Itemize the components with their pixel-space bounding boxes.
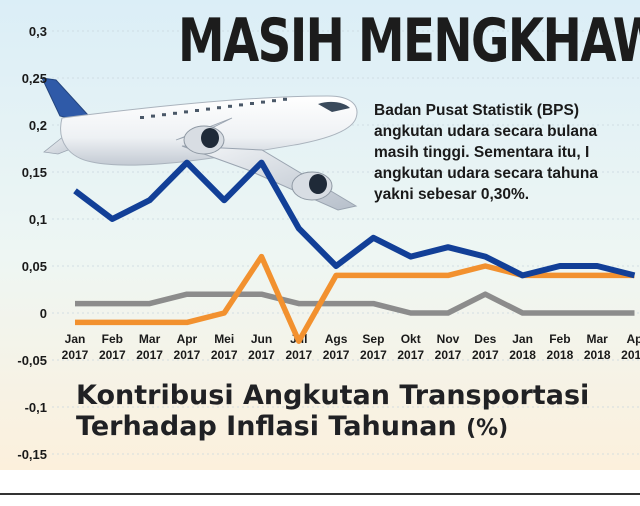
x-tick-label-month: Nov xyxy=(437,332,460,346)
headline: MASIH MENGKHAW xyxy=(178,6,640,76)
article-text: Badan Pusat Statistik (BPS) angkutan uda… xyxy=(374,100,640,205)
x-tick-label-year: 2017 xyxy=(136,348,163,362)
airplane-window xyxy=(195,109,199,112)
airplane-window xyxy=(140,116,144,119)
x-tick-label-year: 2017 xyxy=(397,348,424,362)
airplane-cockpit-window xyxy=(318,101,350,112)
airplane-window xyxy=(173,111,177,115)
y-tick-label: 0,3 xyxy=(29,24,47,39)
series-line-gray xyxy=(75,291,635,316)
y-tick-label: 0,1 xyxy=(29,212,47,227)
article-line: Badan Pusat Statistik (BPS) xyxy=(374,102,579,119)
airplane-window xyxy=(151,114,155,118)
y-tick-label: -0,05 xyxy=(17,353,47,368)
x-tick-label-month: Feb xyxy=(549,332,570,346)
airplane-window xyxy=(250,102,254,105)
airplane-window xyxy=(184,110,188,114)
x-tick-label-year: 2017 xyxy=(285,348,312,362)
x-axis: Jan 2017 Feb 2017 Mar 2017 Apr 2017 Mei 2017 Jun 20… xyxy=(62,332,640,362)
x-tick-label-month: Feb xyxy=(102,332,123,346)
x-tick-label-year: 2017 xyxy=(360,348,387,362)
x-tick-label-year: 2018 xyxy=(621,348,640,362)
airplane-window xyxy=(283,97,287,101)
series-lines xyxy=(73,159,636,344)
airplane-illustration xyxy=(41,77,358,211)
x-tick-label-month: Sep xyxy=(362,332,384,346)
y-tick-label: 0,25 xyxy=(22,71,47,86)
y-tick-label: 0 xyxy=(40,306,47,321)
series-line-navy xyxy=(73,159,636,279)
x-tick-label-year: 2017 xyxy=(174,348,201,362)
y-tick-label: -0,15 xyxy=(17,447,47,462)
airplane-windows xyxy=(140,97,287,119)
x-tick-label-month: Ap xyxy=(627,332,640,346)
airplane-window xyxy=(217,106,221,110)
x-tick-label-month: Des xyxy=(474,332,496,346)
article-line: angkutan udara secara tahuna xyxy=(374,165,598,182)
x-tick-label-year: 2017 xyxy=(99,348,126,362)
airplane-window xyxy=(239,103,243,107)
x-tick-label-year: 2017 xyxy=(62,348,89,362)
x-tick-label-month: Mar xyxy=(587,332,609,346)
x-tick-label-year: 2017 xyxy=(435,348,462,362)
chart-title: Kontribusi Angkutan Transportasi Terhada… xyxy=(76,380,589,444)
x-tick-label-month: Mei xyxy=(214,332,234,346)
airplane-window xyxy=(162,113,166,117)
article-line: masih tinggi. Sementara itu, I xyxy=(374,144,590,161)
x-tick-label-year: 2018 xyxy=(547,348,574,362)
chart-title-unit: (%) xyxy=(466,416,509,441)
x-tick-label-year: 2017 xyxy=(472,348,499,362)
series-line-orange xyxy=(75,253,635,344)
x-tick-label-year: 2017 xyxy=(323,348,350,362)
x-tick-label-year: 2018 xyxy=(509,348,536,362)
y-axis: -0,15 -0,1 -0,05 0 0,05 0,1 0,15 0,2 0,25 0,3 xyxy=(17,24,47,462)
airplane-window xyxy=(228,104,232,108)
y-tick-label: 0,15 xyxy=(22,165,47,180)
x-tick-label-month: Jun xyxy=(251,332,272,346)
airplane-window xyxy=(272,99,276,103)
airplane-engine-right xyxy=(291,171,333,201)
chart-title-line-1: Kontribusi Angkutan Transportasi xyxy=(76,380,590,411)
x-tick-label-month: Apr xyxy=(177,332,198,346)
airplane-window xyxy=(206,107,210,111)
x-tick-label-month: Okt xyxy=(401,332,421,346)
article-line: yakni sebesar 0,30%. xyxy=(374,186,530,203)
x-tick-label-year: 2017 xyxy=(248,348,275,362)
y-tick-label: 0,05 xyxy=(22,259,47,274)
x-tick-label-month: Ags xyxy=(325,332,348,346)
article-line: angkutan udara secara bulana xyxy=(374,123,598,140)
y-tick-label: 0,2 xyxy=(29,118,47,133)
x-tick-label-month: Mar xyxy=(139,332,161,346)
x-tick-label-month: Jan xyxy=(512,332,533,346)
y-tick-label: -0,1 xyxy=(25,400,47,415)
chart-title-line-2: Terhadap Inflasi Tahunan xyxy=(76,411,457,442)
airplane-engine-left xyxy=(183,125,225,155)
x-tick-label-month: Jan xyxy=(65,332,86,346)
airplane-window xyxy=(261,100,265,104)
bottom-divider xyxy=(0,493,640,495)
x-tick-label-year: 2018 xyxy=(584,348,611,362)
x-tick-label-year: 2017 xyxy=(211,348,238,362)
